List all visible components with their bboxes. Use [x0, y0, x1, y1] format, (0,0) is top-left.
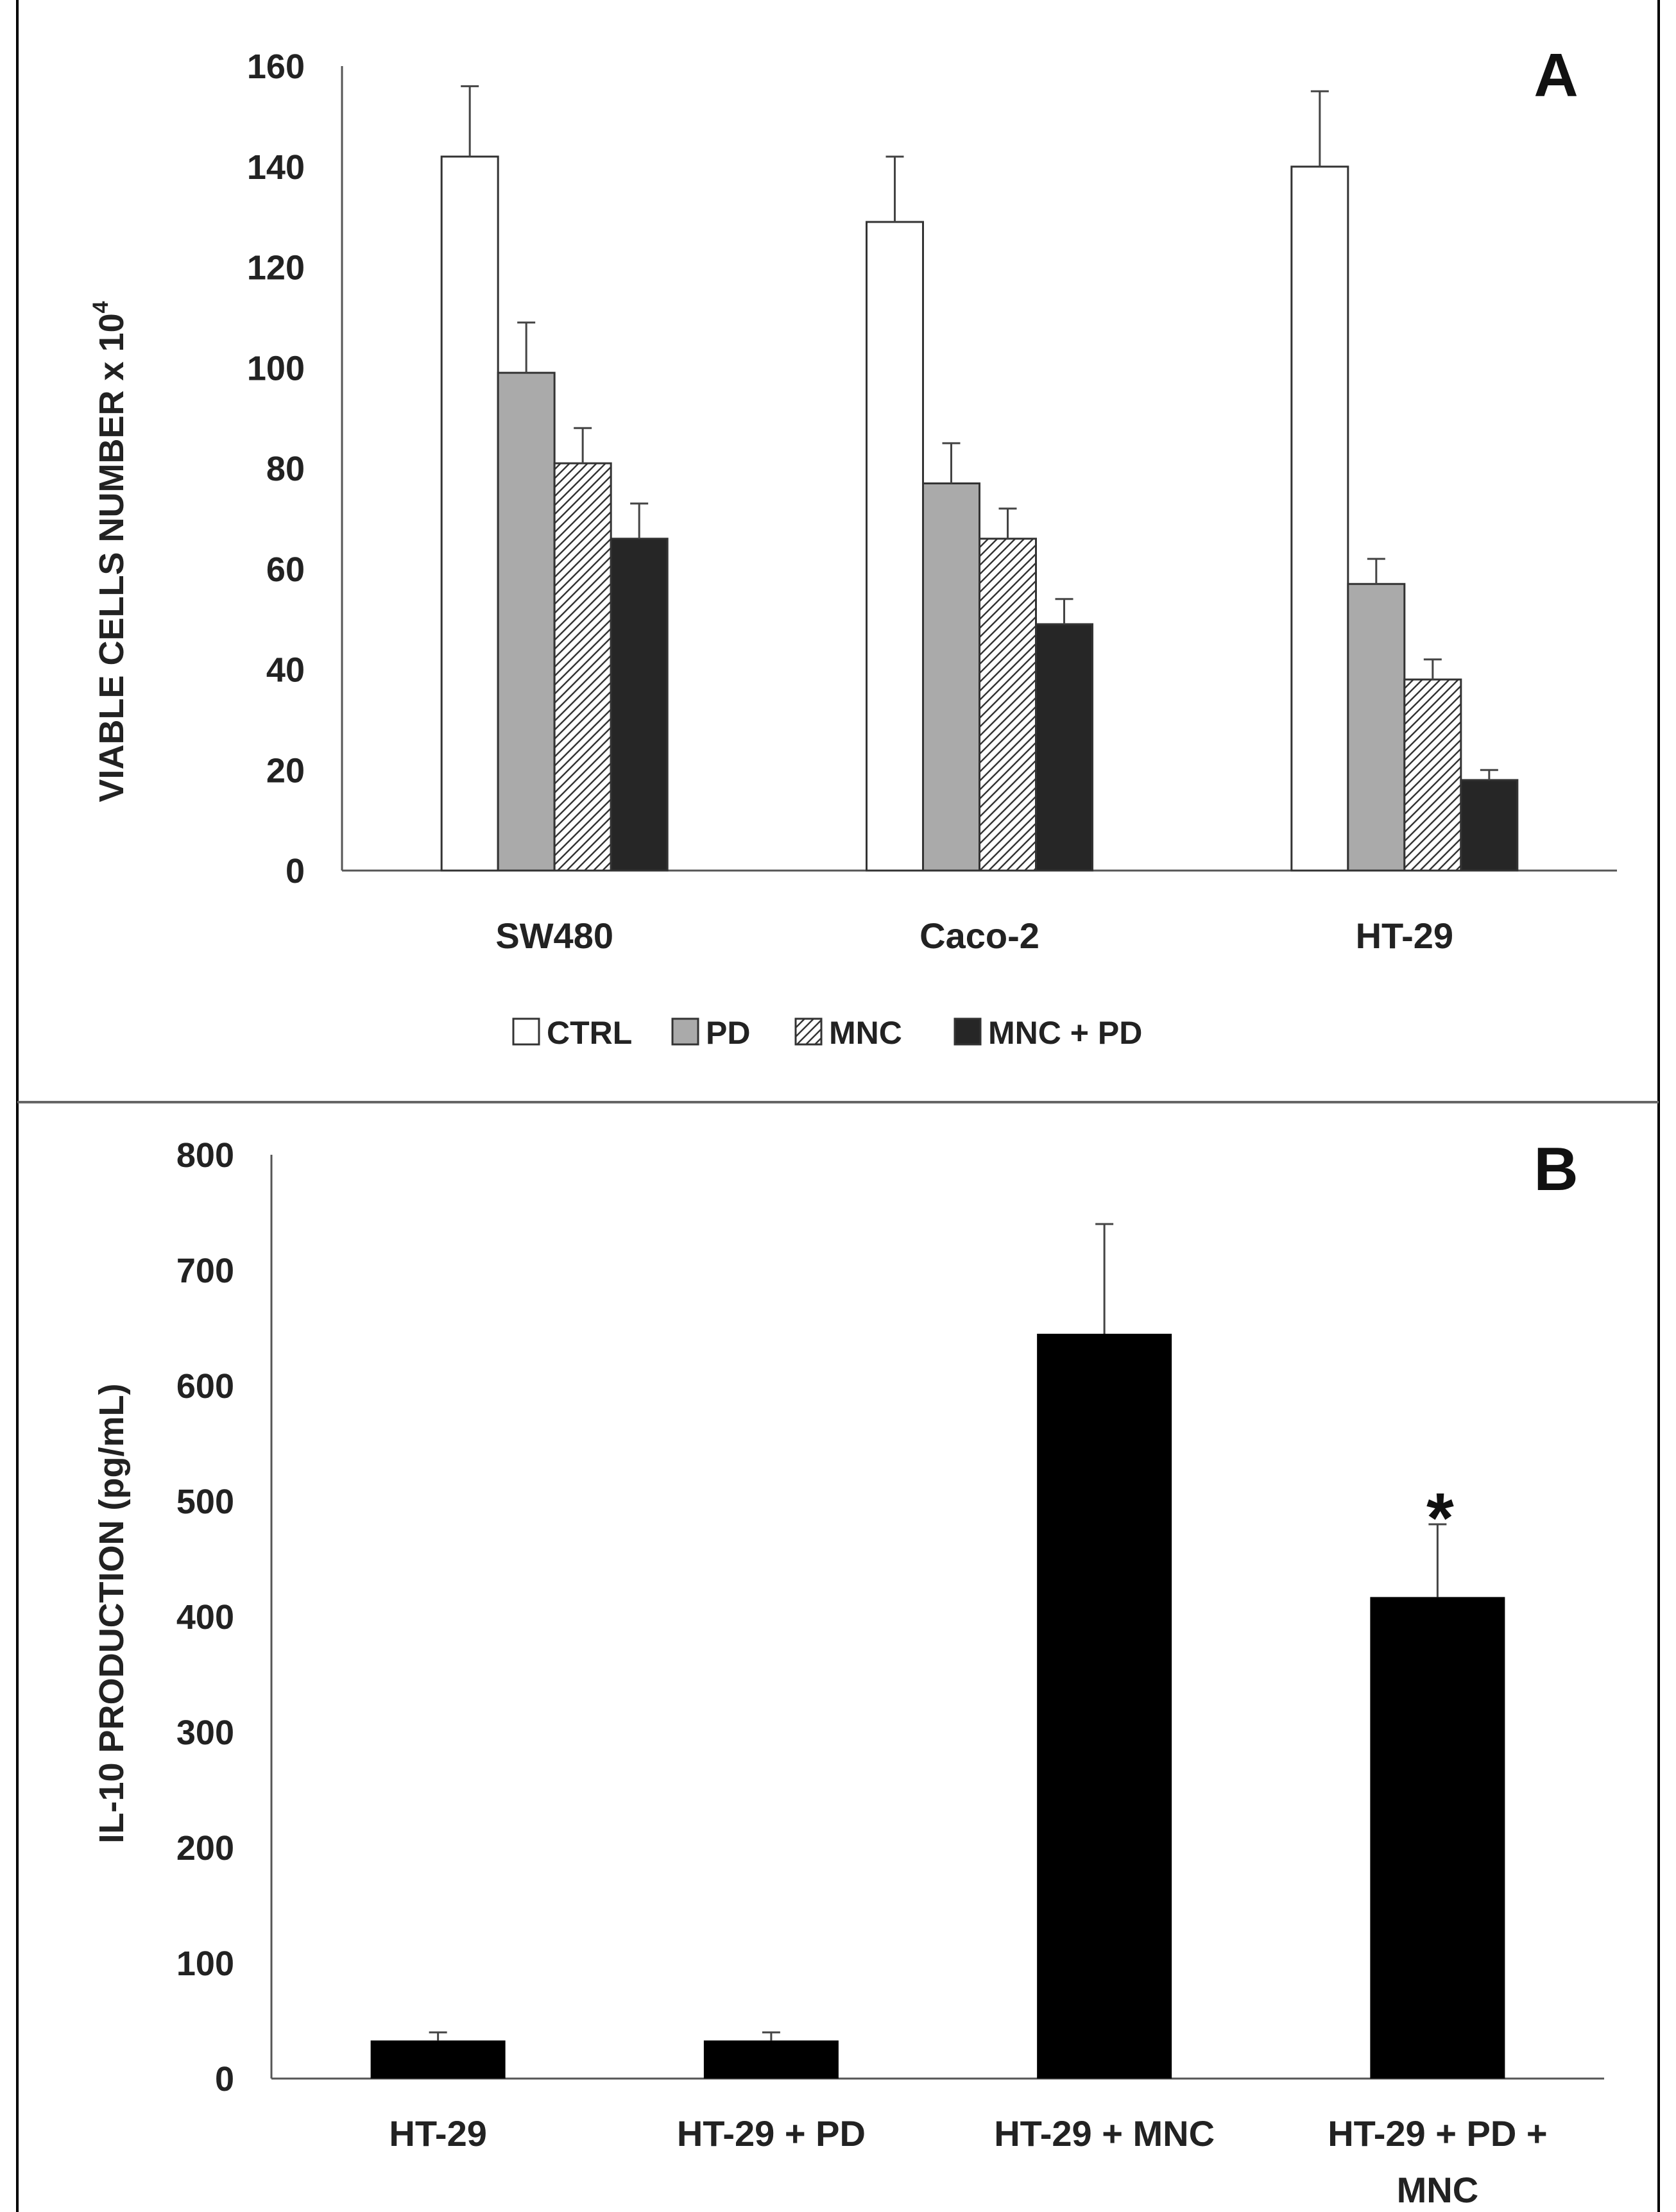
panel-a-legend-pd-label: PD [706, 1015, 750, 1051]
panel-b-category-ht-29-pd-line1: HT-29 + PD [677, 2113, 866, 2154]
panel-a-bar-caco-2-ctrl [866, 221, 924, 872]
panel-a-legend: CTRL PD MNC MNC + PD [512, 1015, 1142, 1051]
panel-b-bar-ht-29-pd [703, 2040, 839, 2079]
panel-a-y-tick-80: 80 [266, 450, 305, 488]
panel-a-y-axis-title-main: VIABLE CELLS NUMBER x 10 [92, 313, 131, 802]
panel-a-y-axis-title-exp: 4 [89, 301, 113, 313]
panel-a-legend-ctrl: CTRL [512, 1015, 632, 1051]
panel-b-category-ht-29: HT-29 [389, 2113, 487, 2154]
panel-b-bar-ht-29 [370, 2040, 506, 2079]
panel-a-category-labels: SW480 Caco-2 HT-29 [495, 915, 1453, 956]
panel-a-bar-ht-29-mnc-pd-error-bar [1480, 769, 1498, 780]
panel-b-bar-ht-29-error-bar [429, 2031, 447, 2041]
panel-b-chart: B IL-10 PRODUCTION (pg/mL) 0 100 200 300 400… [92, 1135, 1604, 2210]
panel-b-y-tick-800: 800 [176, 1136, 234, 1175]
panel-a-bar-sw480-pd [497, 371, 556, 872]
panel-a-chart: A VIABLE CELLS NUMBER x 104 0 20 40 60 80 100… [89, 41, 1617, 1051]
panel-a-legend-mnc-pd-swatch [953, 1017, 982, 1046]
panel-b-bar-ht-29-pd-mnc [1370, 1597, 1505, 2079]
panel-a-bar-ht-29-mnc-pd [1460, 779, 1519, 872]
panel-a-bar-sw480-mnc-error-bar [574, 427, 592, 464]
panel-a-legend-ctrl-label: CTRL [547, 1015, 632, 1051]
panel-b-category-ht-29-mnc-line1: HT-29 + MNC [994, 2113, 1215, 2154]
panel-a-y-tick-40: 40 [266, 651, 305, 690]
panel-a-bar-caco-2-pd-error-bar [942, 442, 961, 484]
panel-a-legend-mnc-swatch [794, 1017, 823, 1046]
panel-a-bar-ht-29-mnc-error-bar [1423, 658, 1442, 680]
panel-a-bar-caco-2-mnc-pd [1035, 623, 1093, 872]
panel-b-label: B [1534, 1135, 1578, 1204]
panel-b-category-ht-29-pd-mnc-line1: HT-29 + PD + [1328, 2113, 1547, 2154]
panel-a-y-tick-20: 20 [266, 751, 305, 790]
panel-a-bar-ht-29-mnc [1403, 678, 1462, 872]
panel-a-bar-sw480-mnc [553, 462, 612, 872]
panel-a-bar-ht-29-pd [1347, 583, 1406, 872]
panel-a-y-tick-0: 0 [286, 852, 305, 890]
panel-a-bar-sw480-mnc-pd [610, 538, 669, 872]
panel-a-bar-sw480-ctrl [440, 155, 499, 872]
panel-b-category-ht-29-pd-mnc-line2: MNC [1397, 2170, 1479, 2210]
panel-b-y-tick-300: 300 [176, 1714, 234, 1752]
panel-b-category-ht-29-mnc: HT-29 + MNC [994, 2113, 1215, 2154]
panel-b-category-ht-29-pd: HT-29 + PD [677, 2113, 866, 2154]
panel-b-y-tick-0: 0 [215, 2060, 234, 2098]
figure-frame [16, 0, 1660, 2212]
panel-b-y-tick-100: 100 [176, 1944, 234, 1983]
panel-b-axes: 0 100 200 300 400 500 600 700 800 [176, 1136, 1604, 2098]
panel-a-y-tick-100: 100 [247, 349, 305, 387]
panel-a-bar-sw480-pd-error-bar [517, 321, 536, 373]
panel-a-legend-ctrl-swatch [512, 1017, 540, 1046]
panel-a-bar-caco-2-ctrl-error-bar [885, 155, 904, 222]
panel-b-bar-ht-29-mnc-error-bar [1095, 1223, 1114, 1334]
panel-a-bar-caco-2-mnc-pd-error-bar [1055, 598, 1073, 624]
panel-a-y-tick-160: 160 [247, 47, 305, 86]
panel-b-y-tick-700: 700 [176, 1252, 234, 1290]
panel-b-bar-ht-29-pd-mnc-error-bar [1428, 1523, 1447, 1597]
panel-a-category-sw480: SW480 [495, 915, 613, 956]
panel-b-y-tick-400: 400 [176, 1598, 234, 1637]
panel-a-bar-caco-2-mnc [979, 538, 1037, 872]
panel-b-bar-ht-29-mnc [1037, 1334, 1172, 2079]
panel-a-legend-mnc: MNC [794, 1015, 902, 1051]
panel-b-bars: * [370, 1223, 1505, 2079]
panel-a-legend-pd-swatch [671, 1017, 699, 1046]
panel-a-bars [440, 85, 1519, 872]
panel-a-bar-caco-2-mnc-error-bar [998, 507, 1017, 539]
panel-b-category-ht-29-line1: HT-29 [389, 2113, 487, 2154]
panel-b-category-ht-29-pd-mnc: HT-29 + PD + MNC [1328, 2113, 1547, 2210]
panel-b-y-tick-600: 600 [176, 1367, 234, 1406]
panel-b-significance-marker-0: * [1426, 1479, 1454, 1558]
panel-a-category-caco-2: Caco-2 [919, 915, 1039, 956]
panel-b-bar-ht-29-pd-error-bar [762, 2031, 780, 2041]
panel-a-legend-pd: PD [671, 1015, 750, 1051]
panel-a-category-ht-29: HT-29 [1356, 915, 1454, 956]
panel-a-bar-sw480-ctrl-error-bar [461, 85, 479, 157]
panel-a-y-tick-60: 60 [266, 550, 305, 589]
panel-a-y-tick-140: 140 [247, 148, 305, 187]
panel-a-legend-mnc-label: MNC [829, 1015, 902, 1051]
panel-a-bar-ht-29-ctrl [1290, 166, 1349, 872]
panel-b-y-axis-title: IL-10 PRODUCTION (pg/mL) [92, 1384, 131, 1844]
panel-a-legend-mnc-pd-label: MNC + PD [988, 1015, 1142, 1051]
panel-b-y-tick-200: 200 [176, 1829, 234, 1867]
panel-a-y-axis-title: VIABLE CELLS NUMBER x 104 [89, 301, 131, 802]
panel-a-label: A [1534, 41, 1578, 110]
panel-a-bar-ht-29-pd-error-bar [1367, 557, 1385, 584]
panel-a-bar-ht-29-ctrl-error-bar [1310, 90, 1329, 167]
panel-a-bar-sw480-mnc-pd-error-bar [630, 502, 649, 539]
panel-a-bar-caco-2-pd [922, 482, 980, 872]
panel-a-legend-mnc-pd: MNC + PD [953, 1015, 1142, 1051]
panel-b-y-tick-500: 500 [176, 1483, 234, 1521]
panel-b-category-labels: HT-29 HT-29 + PD HT-29 + MNC HT-29 + PD + MN… [389, 2113, 1547, 2210]
panel-a-y-tick-120: 120 [247, 249, 305, 287]
